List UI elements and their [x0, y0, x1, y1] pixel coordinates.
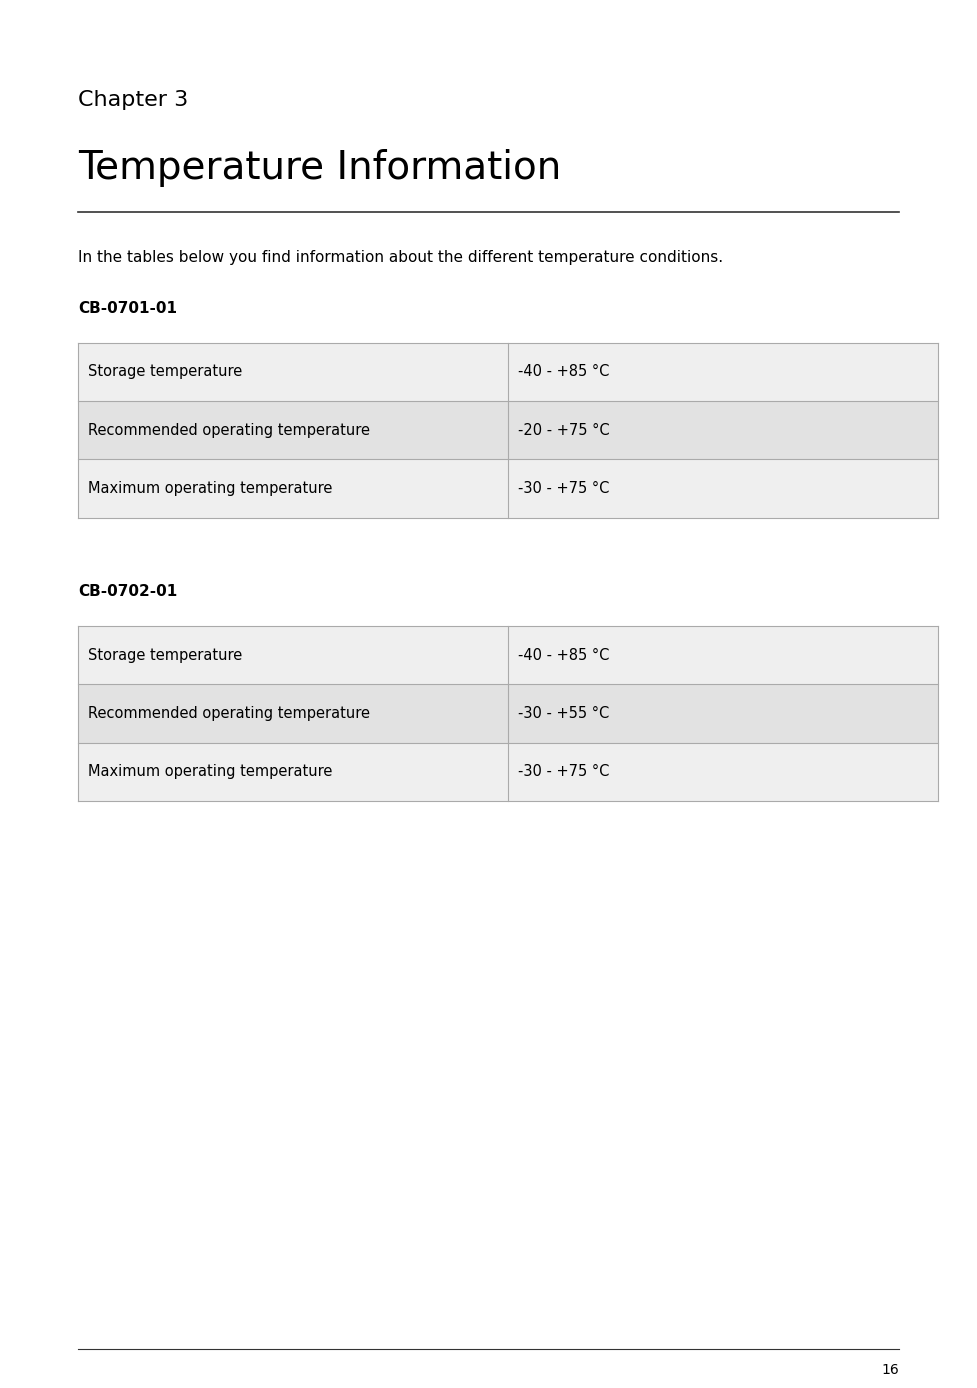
Bar — [508, 684, 938, 743]
Bar — [508, 626, 938, 684]
Text: -40 - +85 °C: -40 - +85 °C — [518, 648, 610, 662]
Text: Chapter 3: Chapter 3 — [78, 90, 189, 110]
Bar — [78, 684, 508, 743]
Text: -30 - +75 °C: -30 - +75 °C — [518, 765, 610, 779]
Text: Recommended operating temperature: Recommended operating temperature — [88, 706, 370, 720]
Bar — [508, 343, 938, 401]
Text: Storage temperature: Storage temperature — [88, 648, 242, 662]
Bar — [78, 626, 508, 684]
Text: CB-0702-01: CB-0702-01 — [78, 584, 178, 600]
Text: -40 - +85 °C: -40 - +85 °C — [518, 365, 610, 379]
Text: -30 - +55 °C: -30 - +55 °C — [518, 706, 609, 720]
Bar — [508, 743, 938, 801]
Bar — [78, 459, 508, 518]
Text: 16: 16 — [881, 1363, 899, 1377]
Text: In the tables below you find information about the different temperature conditi: In the tables below you find information… — [78, 250, 723, 265]
Text: -30 - +75 °C: -30 - +75 °C — [518, 482, 610, 496]
Text: Maximum operating temperature: Maximum operating temperature — [88, 482, 332, 496]
Bar — [78, 401, 508, 459]
Text: Storage temperature: Storage temperature — [88, 365, 242, 379]
Bar — [508, 401, 938, 459]
Text: Maximum operating temperature: Maximum operating temperature — [88, 765, 332, 779]
Text: -20 - +75 °C: -20 - +75 °C — [518, 423, 610, 437]
Bar — [78, 743, 508, 801]
Bar — [508, 459, 938, 518]
Text: Temperature Information: Temperature Information — [78, 149, 562, 186]
Text: CB-0701-01: CB-0701-01 — [78, 301, 177, 316]
Bar — [78, 343, 508, 401]
Text: Recommended operating temperature: Recommended operating temperature — [88, 423, 370, 437]
